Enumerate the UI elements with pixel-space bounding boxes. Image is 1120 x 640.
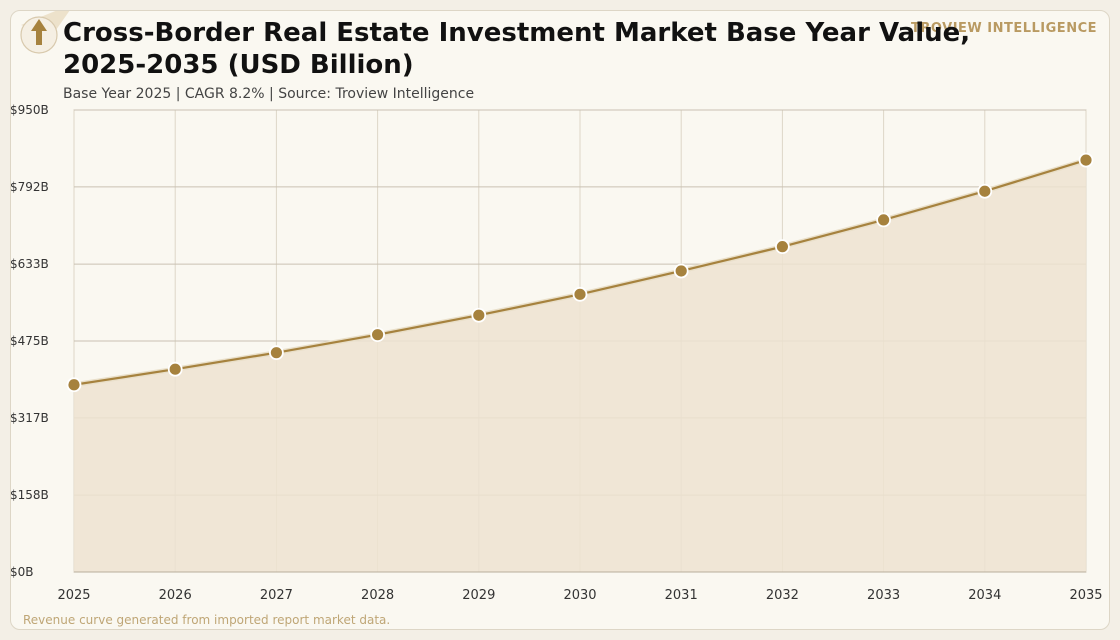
- data-point: [572, 286, 588, 302]
- x-tick-label: 2034: [968, 588, 1001, 603]
- data-point: [268, 345, 284, 361]
- x-tick-label: 2027: [260, 588, 293, 603]
- y-tick-label: $0B: [10, 565, 34, 579]
- y-tick-label: $158B: [10, 488, 49, 502]
- data-point: [1078, 152, 1094, 168]
- data-point: [167, 361, 183, 377]
- data-point: [370, 327, 386, 343]
- upload-arrow-icon: [20, 11, 70, 54]
- x-tick-label: 2035: [1069, 588, 1102, 603]
- x-tick-label: 2032: [766, 588, 799, 603]
- x-tick-label: 2025: [57, 588, 90, 603]
- area-fill: [74, 160, 1086, 573]
- footer-note: Revenue curve generated from imported re…: [23, 613, 391, 627]
- chart-title: Cross-Border Real Estate Investment Mark…: [63, 18, 971, 80]
- data-point: [775, 239, 790, 255]
- brand-label: TROVIEW INTELLIGENCE: [911, 21, 1097, 36]
- data-point: [876, 212, 891, 228]
- x-tick-label: 2028: [361, 588, 394, 603]
- x-tick-label: 2030: [563, 588, 596, 603]
- y-tick-label: $950B: [10, 103, 49, 117]
- data-point: [66, 377, 82, 393]
- y-tick-label: $317B: [10, 411, 49, 425]
- chart-subtitle: Base Year 2025 | CAGR 8.2% | Source: Tro…: [63, 86, 475, 102]
- x-tick-label: 2033: [867, 588, 900, 603]
- y-tick-label: $475B: [10, 334, 49, 348]
- y-tick-label: $633B: [10, 257, 49, 271]
- data-point: [977, 183, 993, 199]
- data-point: [673, 263, 689, 279]
- x-tick-label: 2031: [665, 588, 698, 603]
- y-tick-label: $792B: [10, 180, 49, 194]
- data-point: [471, 307, 487, 323]
- x-tick-label: 2029: [462, 588, 495, 603]
- x-tick-label: 2026: [159, 588, 192, 603]
